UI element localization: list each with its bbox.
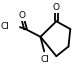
Text: O: O xyxy=(53,3,60,12)
Text: Cl: Cl xyxy=(41,55,50,64)
Text: O: O xyxy=(18,11,25,20)
Text: Cl: Cl xyxy=(1,22,10,31)
